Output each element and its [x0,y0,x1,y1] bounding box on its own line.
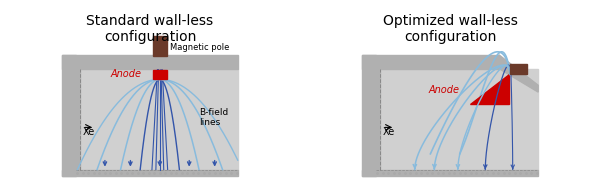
Bar [376,69,380,170]
Text: Xe: Xe [82,127,95,137]
Bar [62,55,76,176]
Polygon shape [499,55,538,92]
Bar [76,69,80,170]
Bar [153,70,167,79]
Bar [62,55,238,69]
Bar [362,55,499,69]
Bar [362,170,538,176]
Bar [376,69,538,170]
Bar [62,55,238,176]
Text: Xe: Xe [382,127,395,137]
Bar [362,55,376,176]
Text: Anode: Anode [429,85,460,95]
Text: Magnetic pole: Magnetic pole [170,43,229,52]
Text: Standard wall-less
configuration: Standard wall-less configuration [86,14,214,44]
Text: B-field
lines: B-field lines [199,108,228,127]
Text: Optimized wall-less
configuration: Optimized wall-less configuration [383,14,517,44]
Text: Anode: Anode [111,69,142,80]
Bar [510,64,527,74]
Polygon shape [470,74,509,104]
Bar [76,69,238,170]
Bar [62,170,238,176]
Bar [153,36,167,56]
Bar [362,55,538,176]
